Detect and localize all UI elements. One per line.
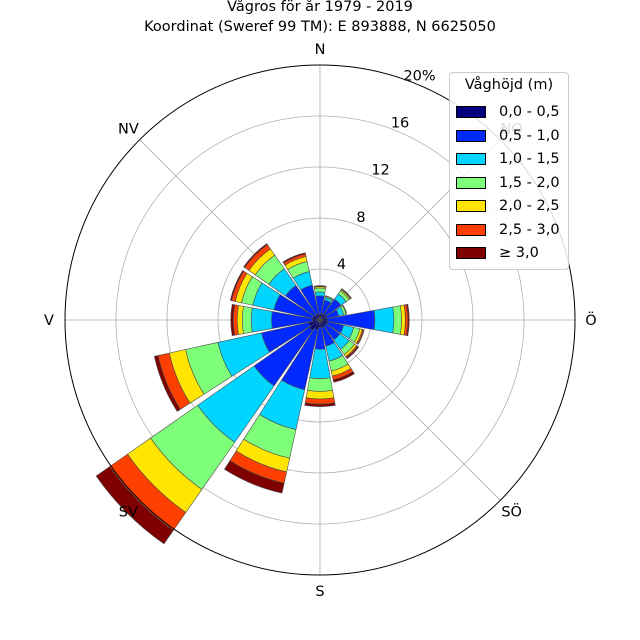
legend-entry: 0,0 - 0,5 xyxy=(456,103,560,121)
rose-segment xyxy=(282,252,306,264)
direction-label: S xyxy=(315,584,324,600)
rose-segment xyxy=(406,303,410,337)
rose-segment xyxy=(324,295,334,301)
rose-segment xyxy=(373,306,395,334)
radial-tick-label: 12 xyxy=(371,163,389,179)
rose-segment xyxy=(345,345,360,360)
rose-segment xyxy=(314,291,326,297)
radial-tick-label: 20% xyxy=(403,68,435,84)
radial-tick-label: 16 xyxy=(391,116,409,132)
rose-segment xyxy=(314,287,326,293)
rose-segment xyxy=(230,303,235,337)
rose-segment xyxy=(313,285,327,288)
legend-swatch xyxy=(456,223,486,236)
legend-swatch xyxy=(456,129,486,142)
rose-segment xyxy=(304,402,336,408)
legend-title: Våghöjd (m) xyxy=(464,77,554,93)
rose-segment xyxy=(229,270,245,301)
rose-segment xyxy=(392,305,402,335)
legend-label: 1,5 - 2,0 xyxy=(499,174,560,191)
rose-segment xyxy=(305,389,335,400)
direction-label: NV xyxy=(118,121,139,137)
direction-label: SV xyxy=(119,505,138,521)
legend-entry: ≥ 3,0 xyxy=(456,244,539,262)
rose-segment xyxy=(241,305,253,335)
radial-tick-label: 8 xyxy=(356,210,365,226)
legend-entry: 2,5 - 3,0 xyxy=(456,221,560,239)
rose-segment xyxy=(243,243,268,268)
rose-segment xyxy=(342,304,348,315)
legend-swatch xyxy=(456,106,486,118)
outer-circle xyxy=(64,64,576,576)
rose-segment xyxy=(95,466,174,545)
rose-segment xyxy=(307,377,333,392)
legend-label: ≥ 3,0 xyxy=(499,245,539,261)
legend-label: 0,5 - 1,0 xyxy=(499,127,560,144)
rose-segment xyxy=(250,307,273,333)
legend-entry: 1,0 - 1,5 xyxy=(456,150,560,168)
direction-label: Ö xyxy=(585,311,596,329)
legend-label: 2,5 - 3,0 xyxy=(499,221,560,238)
legend-entry: 2,0 - 2,5 xyxy=(456,197,560,215)
legend-swatch xyxy=(456,200,486,212)
legend-label: 0,0 - 0,5 xyxy=(499,104,560,120)
legend-entry: 1,5 - 2,0 xyxy=(456,174,560,192)
direction-label: SÖ xyxy=(501,503,522,521)
legend-label: 2,0 - 2,5 xyxy=(499,198,560,214)
radial-tick-label: 4 xyxy=(337,257,346,273)
legend-swatch xyxy=(456,153,486,165)
rose-segment xyxy=(357,329,365,345)
legend: Våghöjd (m) 0,0 - 0,5 0,5 - 1,0 1,0 - 1,5 1… xyxy=(449,72,569,270)
legend-entry: 0,5 - 1,0 xyxy=(456,127,560,145)
rose-bars xyxy=(95,243,410,545)
rose-segment xyxy=(154,355,181,412)
legend-swatch xyxy=(456,247,486,259)
legend-label: 1,0 - 1,5 xyxy=(499,151,560,167)
direction-label: V xyxy=(44,313,54,329)
chart-title: Vågros för år 1979 - 2019 xyxy=(227,0,413,15)
direction-label: N xyxy=(315,42,326,58)
rose-segment xyxy=(332,371,355,383)
rose-segment xyxy=(236,305,244,335)
chart-subtitle: Koordinat (Sweref 99 TM): E 893888, N 66… xyxy=(144,19,496,35)
rose-segment xyxy=(304,397,336,405)
radial-tick-labels: 4 8 12 16 20% xyxy=(337,68,436,272)
rose-segment xyxy=(341,288,352,299)
rose-segment xyxy=(224,460,285,494)
legend-swatch xyxy=(456,176,486,189)
chart-title-block: Vågros för år 1979 - 2019 Koordinat (Swe… xyxy=(0,0,640,37)
